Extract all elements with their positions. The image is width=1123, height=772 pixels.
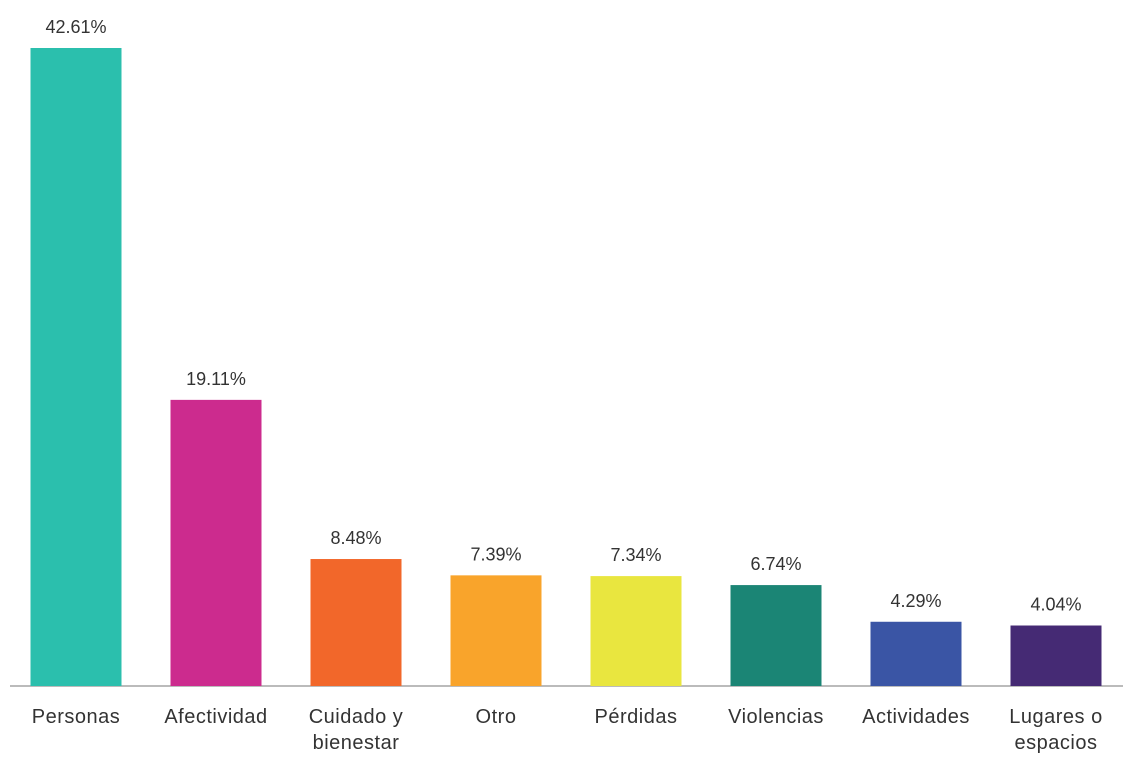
- x-tick-label: Lugares o espacios: [1009, 706, 1103, 754]
- bar: [450, 575, 542, 686]
- x-tick-label: Actividades: [862, 706, 970, 728]
- value-label: 7.39%: [470, 544, 521, 564]
- bar: [1010, 625, 1102, 686]
- value-label: 4.29%: [890, 591, 941, 611]
- x-tick-label: Pérdidas: [594, 706, 678, 728]
- value-label: 8.48%: [330, 528, 381, 548]
- value-label: 19.11%: [186, 369, 246, 389]
- value-label: 7.34%: [610, 545, 661, 565]
- x-tick-label: Violencias: [728, 706, 824, 728]
- value-label: 42.61%: [45, 17, 106, 37]
- x-tick-label: Cuidado y bienestar: [308, 706, 404, 754]
- x-tick-label: Otro: [475, 706, 517, 728]
- value-label: 6.74%: [750, 554, 801, 574]
- bar: [870, 621, 962, 686]
- value-label: 4.04%: [1030, 595, 1081, 615]
- bar: [310, 559, 402, 686]
- x-tick-label: Personas: [31, 706, 121, 728]
- bar: [590, 576, 682, 686]
- bar: [170, 399, 262, 686]
- x-tick-label: Afectividad: [164, 706, 268, 728]
- bar: [30, 48, 122, 686]
- bar: [730, 585, 822, 686]
